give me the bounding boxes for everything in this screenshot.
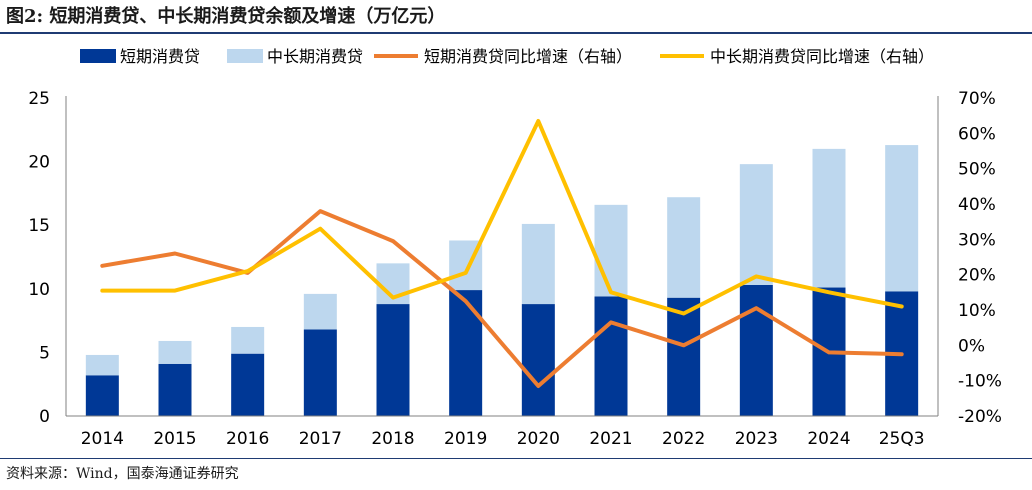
bar-long-term xyxy=(521,223,555,305)
y-left-tick-label: 10 xyxy=(28,280,50,300)
y-right-tick-label: 70% xyxy=(958,89,996,109)
bar-long-term xyxy=(231,326,265,354)
x-tick-label: 2022 xyxy=(662,429,705,449)
legend-label: 中长期消费贷 xyxy=(267,47,363,66)
bar-long-term xyxy=(158,340,192,364)
source-rule xyxy=(0,458,1032,459)
bar-long-term xyxy=(594,204,628,297)
y-right-tick-label: 50% xyxy=(958,160,996,180)
y-right-tick-label: 0% xyxy=(958,336,985,356)
line-long-term-growth-point xyxy=(318,227,322,231)
y-left-tick-label: 5 xyxy=(39,343,50,363)
y-right-tick-label: 30% xyxy=(958,230,996,250)
y-right-tick-label: -20% xyxy=(958,407,1002,427)
y-left-tick-label: 0 xyxy=(39,407,50,427)
x-tick-label: 2017 xyxy=(299,429,342,449)
line-short-term-growth-point xyxy=(536,384,540,388)
y-right-tick-label: 10% xyxy=(958,301,996,321)
line-short-term-growth-point xyxy=(900,352,904,356)
line-short-term-growth-point xyxy=(827,350,831,354)
x-tick-label: 2015 xyxy=(153,429,196,449)
bar-short-term xyxy=(667,297,701,416)
line-short-term-growth-point xyxy=(391,239,395,243)
x-tick-label: 2020 xyxy=(517,429,560,449)
line-long-term-growth-point xyxy=(536,119,540,123)
chart-title: 图2: 短期消费贷、中长期消费贷余额及增速（万亿元） xyxy=(6,6,446,27)
y-right-tick-label: 20% xyxy=(958,266,996,286)
bar-short-term xyxy=(594,296,628,416)
bar-short-term xyxy=(521,304,555,416)
y-right-tick-label: 40% xyxy=(958,195,996,215)
x-tick-label: 2024 xyxy=(807,429,850,449)
bar-short-term xyxy=(303,329,337,416)
x-tick-label: 2023 xyxy=(735,429,778,449)
bar-long-term xyxy=(303,293,337,330)
y-left-tick-label: 25 xyxy=(28,89,50,109)
combo-chart: 短期消费贷 中长期消费贷 短期消费贷同比增速（右轴） 中长期消费贷同比增速（右轴） 0… xyxy=(28,47,1002,449)
line-short-term-growth-point xyxy=(318,209,322,213)
line-long-term-growth-point xyxy=(391,296,395,300)
legend-label: 中长期消费贷同比增速（右轴） xyxy=(710,47,934,66)
legend-swatch xyxy=(80,49,116,63)
line-long-term-growth-point xyxy=(173,289,177,293)
line-long-term-growth-point xyxy=(827,290,831,294)
line-long-term-growth-point xyxy=(100,289,104,293)
line-short-term-growth-point xyxy=(100,264,104,268)
x-tick-label: 25Q3 xyxy=(879,429,925,449)
x-tick-label: 2014 xyxy=(81,429,124,449)
bar-layer xyxy=(85,145,919,416)
line-long-term-growth xyxy=(100,119,904,316)
bar-long-term xyxy=(739,164,773,285)
source-note: 资料来源：Wind，国泰海通证券研究 xyxy=(6,466,239,482)
bar-short-term xyxy=(85,375,119,416)
y-left-tick-label: 15 xyxy=(28,216,50,236)
title-rule xyxy=(0,32,1032,34)
bar-long-term xyxy=(667,197,701,298)
legend-swatch xyxy=(227,49,263,63)
line-long-term-growth-point xyxy=(246,269,250,273)
line-short-term-growth-point xyxy=(173,251,177,255)
y-right-tick-label: -10% xyxy=(958,372,1002,392)
x-tick-label: 2016 xyxy=(226,429,269,449)
x-tick-label: 2019 xyxy=(444,429,487,449)
line-long-term-growth-point xyxy=(754,274,758,278)
legend: 短期消费贷 中长期消费贷 短期消费贷同比增速（右轴） 中长期消费贷同比增速（右轴） xyxy=(80,47,934,66)
bar-short-term xyxy=(158,363,192,416)
bar-short-term xyxy=(376,304,410,416)
line-short-term-growth-point xyxy=(464,299,468,303)
x-tick-label: 2021 xyxy=(589,429,632,449)
line-short-term-growth-point xyxy=(682,343,686,347)
line-short-term-growth-point xyxy=(754,306,758,310)
bar-short-term xyxy=(739,284,773,416)
legend-label: 短期消费贷同比增速（右轴） xyxy=(424,47,632,66)
bar-long-term xyxy=(812,148,846,288)
x-tick-label: 2018 xyxy=(371,429,414,449)
tick-labels: 0 5 10 15 20 25 -20% -10% 0% 10% 20% 30% 40% 50% 60% 70… xyxy=(28,89,1002,449)
line-long-term-growth-point xyxy=(900,304,904,308)
bar-short-term xyxy=(231,353,265,416)
line-long-term-growth-point xyxy=(464,271,468,275)
line-long-term-growth-point xyxy=(682,312,686,316)
bar-long-term xyxy=(885,145,919,292)
bar-long-term xyxy=(85,354,119,376)
line-short-term-growth xyxy=(100,209,904,388)
legend-label: 短期消费贷 xyxy=(120,47,200,66)
axes-layer xyxy=(65,96,939,417)
line-long-term-growth-point xyxy=(609,290,613,294)
y-left-tick-label: 20 xyxy=(28,153,50,173)
bar-short-term xyxy=(449,290,483,416)
line-short-term-growth-point xyxy=(609,320,613,324)
y-right-tick-label: 60% xyxy=(958,124,996,144)
line-layer xyxy=(100,119,904,388)
